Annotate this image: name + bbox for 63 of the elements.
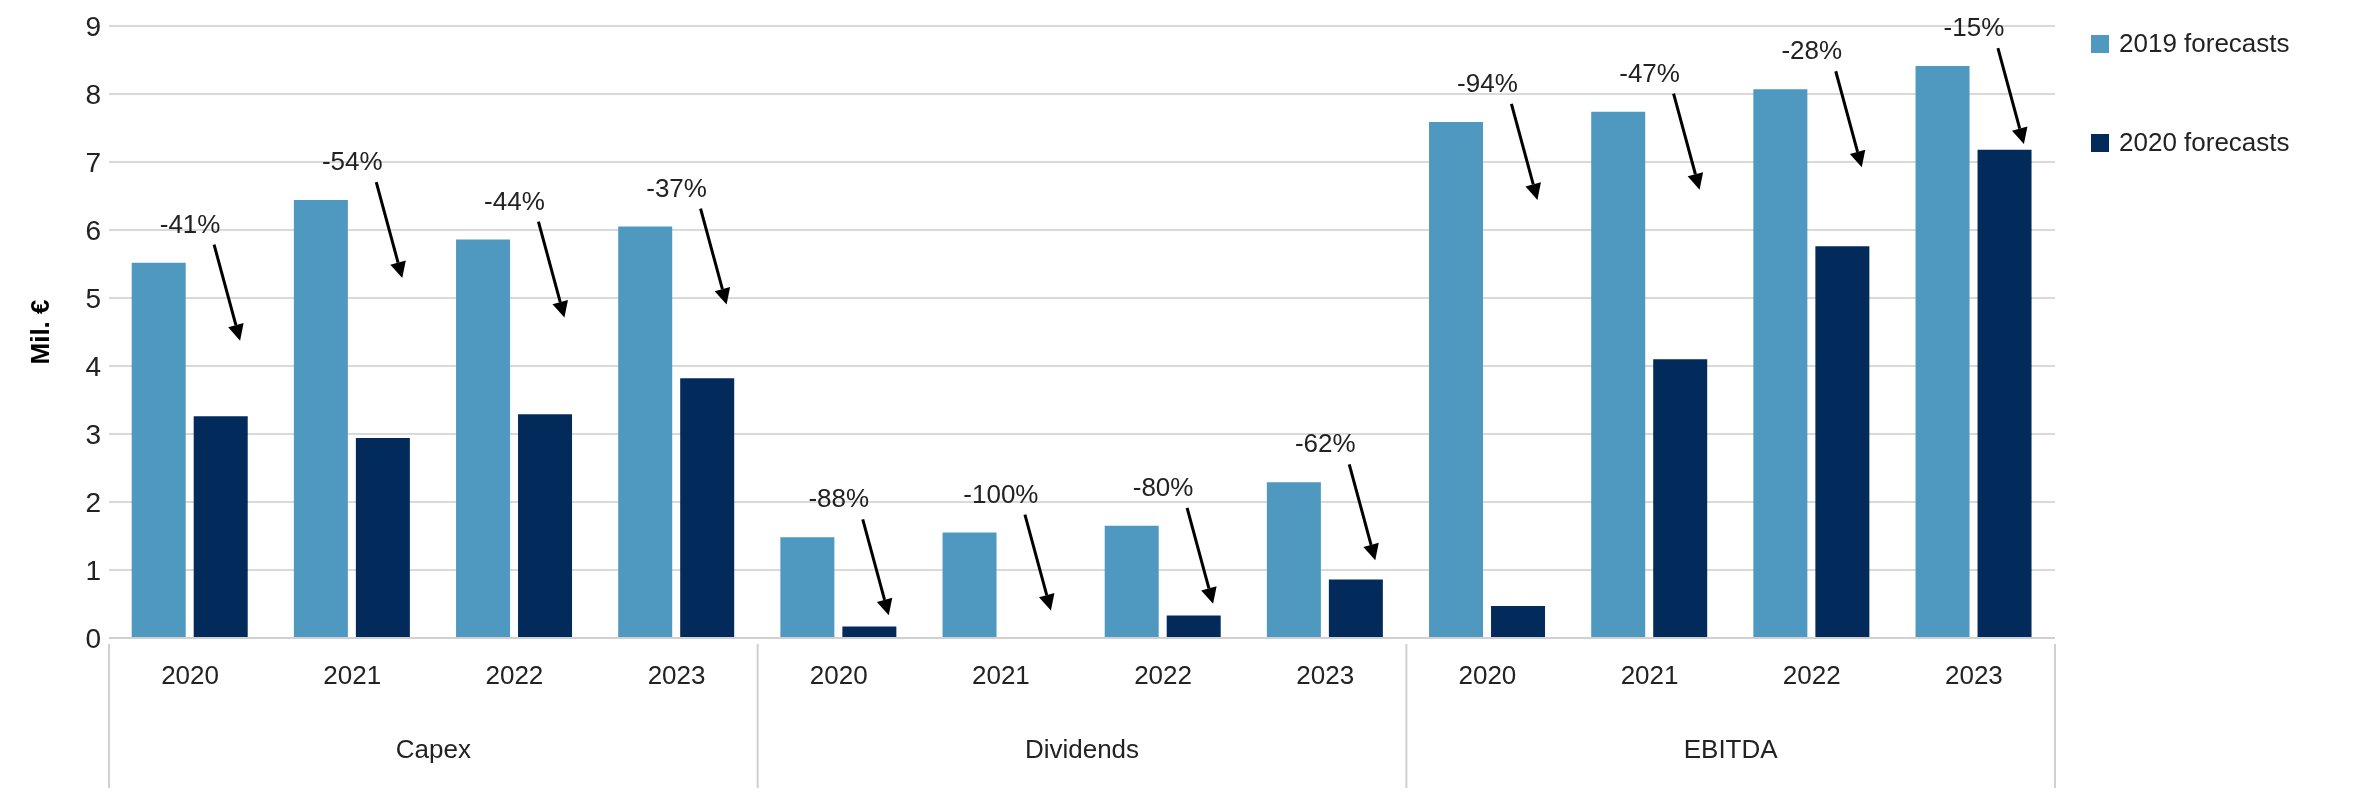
y-tick-label: 7 [85, 146, 101, 178]
y-tick-label: 1 [85, 554, 101, 586]
bar [293, 200, 348, 638]
bar [1591, 111, 1646, 638]
bar [1753, 89, 1808, 638]
x-tick-label: 2021 [1620, 660, 1679, 690]
text: EBITDA [1683, 734, 1779, 764]
bar [680, 378, 735, 638]
y-tick-label: 5 [85, 282, 101, 314]
annotation: -47% [1619, 57, 1680, 88]
bar [131, 262, 186, 638]
x-tick-label: 2020 [809, 660, 868, 690]
y-tick-label: 8 [85, 78, 101, 110]
annotation: -44% [484, 185, 545, 216]
bar [1266, 482, 1321, 638]
annotation: -62% [1294, 428, 1356, 459]
bar [842, 626, 897, 638]
annotation: -100% [963, 478, 1039, 509]
bar [1491, 606, 1546, 638]
bar [1815, 246, 1870, 638]
bar [780, 537, 835, 638]
x-tick-label: 2020 [161, 660, 220, 690]
bar [942, 532, 997, 638]
text: Dividends [1024, 734, 1140, 764]
x-tick-label: 2020 [1458, 660, 1517, 690]
y-tick-label: 9 [85, 10, 101, 42]
bar [1977, 149, 2032, 638]
y-axis-title: Mil. € [25, 299, 56, 365]
bar [618, 226, 673, 638]
annotation: -37% [646, 172, 707, 203]
annotation: -88% [808, 483, 870, 514]
x-tick-label: 2023 [1296, 660, 1355, 690]
y-tick-label: 4 [85, 350, 101, 382]
bar [1429, 121, 1484, 638]
x-tick-label: 2023 [1944, 660, 2003, 690]
x-tick-label: 2022 [1782, 660, 1841, 690]
x-tick-label: 2022 [485, 660, 544, 690]
legend-label: 2019 forecasts [2119, 28, 2290, 59]
annotation: -15% [1943, 12, 2005, 43]
y-tick-label: 2 [85, 486, 101, 518]
annotation: -41% [159, 208, 221, 239]
bar [1166, 615, 1221, 638]
text: Capex [395, 734, 471, 764]
bar [518, 414, 573, 638]
x-tick-label: 2023 [647, 660, 706, 690]
x-tick-label: 2022 [1134, 660, 1193, 690]
x-tick-label: 2021 [323, 660, 382, 690]
y-tick-label: 0 [85, 622, 101, 654]
y-tick-label: 3 [85, 418, 101, 450]
annotation: -80% [1132, 471, 1194, 502]
bar [355, 438, 410, 638]
y-tick-label: 6 [85, 214, 101, 246]
legend-label: 2020 forecasts [2119, 127, 2290, 158]
bar [1653, 359, 1708, 638]
x-tick-label: 2021 [971, 660, 1030, 690]
bar [456, 239, 511, 638]
bar [1104, 525, 1159, 638]
bar [1328, 579, 1383, 638]
bar [1915, 66, 1970, 638]
bar [193, 416, 248, 638]
annotation: -54% [321, 146, 383, 177]
annotation: -28% [1781, 35, 1843, 66]
annotation: -94% [1457, 67, 1518, 98]
